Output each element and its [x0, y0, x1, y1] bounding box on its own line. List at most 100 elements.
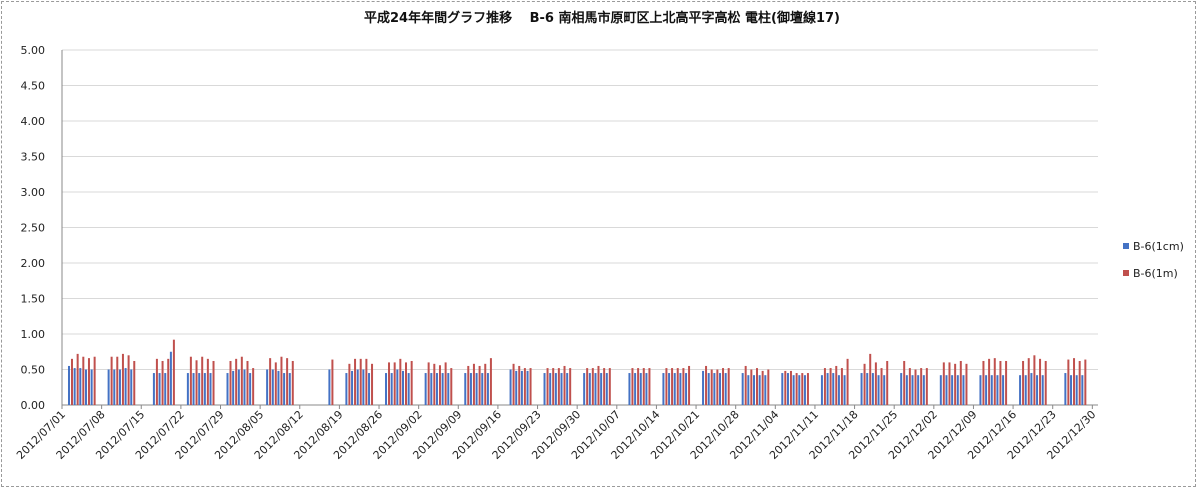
bar-1cm: [1036, 375, 1039, 405]
bar-1m: [642, 368, 645, 405]
bar-1m: [523, 368, 526, 405]
bar-1m: [959, 360, 962, 405]
bar-1cm: [962, 375, 965, 405]
bar-1cm: [1081, 375, 1084, 405]
bar-1m: [433, 363, 436, 405]
bar-1m: [274, 362, 277, 405]
bar-1m: [512, 363, 515, 405]
bar-1cm: [707, 373, 710, 405]
bar-1cm: [639, 373, 642, 405]
bar-1cm: [237, 369, 240, 405]
bar-1cm: [645, 373, 648, 405]
bar-1m: [648, 368, 651, 405]
bar-1m: [444, 362, 447, 405]
chart-title: 平成24年年間グラフ推移 B-6 南相馬市原町区上北高平字高松 電柱(御壇線17…: [364, 10, 840, 26]
bars-layer: [67, 339, 1087, 405]
bar-1cm: [113, 369, 116, 405]
bar-1cm: [956, 375, 959, 405]
bar-1cm: [719, 373, 722, 405]
bar-1m: [1005, 360, 1008, 405]
bar-1m: [76, 353, 79, 405]
bar-1cm: [1002, 375, 1005, 405]
bar-1cm: [866, 373, 869, 405]
bar-1cm: [905, 375, 908, 405]
x-axis-ticks: 2012/07/012012/07/082012/07/152012/07/22…: [14, 405, 1098, 462]
bar-1cm: [396, 369, 399, 405]
bar-1cm: [356, 369, 359, 405]
bar-1cm: [990, 375, 993, 405]
bar-1cm: [469, 373, 472, 405]
bar-1m: [631, 368, 634, 405]
bar-1m: [982, 360, 985, 405]
bar-1m: [82, 356, 85, 405]
bar-1m: [235, 358, 238, 405]
bar-1cm: [362, 369, 365, 405]
bar-1cm: [435, 373, 438, 405]
bar-1cm: [232, 370, 235, 405]
bar-1m: [880, 368, 883, 405]
bar-1m: [965, 363, 968, 405]
bar-1cm: [486, 373, 489, 405]
bar-1cm: [481, 373, 484, 405]
bar-1m: [874, 362, 877, 405]
bar-1cm: [860, 373, 863, 405]
bar-1m: [925, 368, 928, 405]
bar-1m: [489, 358, 492, 405]
bar-1m: [948, 362, 951, 405]
bar-1m: [999, 360, 1002, 405]
bar-1cm: [741, 373, 744, 405]
y-tick-label: 3.00: [21, 186, 46, 199]
bar-1cm: [871, 373, 874, 405]
bar-1m: [546, 368, 549, 405]
bar-1cm: [702, 370, 705, 405]
bar-1cm: [124, 368, 127, 405]
bar-1cm: [107, 369, 110, 405]
bar-1m: [688, 365, 691, 405]
y-axis-ticks: 0.00 0.50 1.00 1.50 2.00 2.50 3.00 3.50 4.00 4.50…: [21, 44, 46, 412]
bar-1m: [172, 339, 175, 405]
bar-1cm: [288, 373, 291, 405]
bar-1cm: [271, 369, 274, 405]
bar-1m: [93, 356, 96, 405]
bar-1m: [744, 365, 747, 405]
bar-1m: [286, 358, 289, 405]
bar-1cm: [1064, 373, 1067, 405]
bar-1cm: [152, 373, 155, 405]
bar-1m: [682, 368, 685, 405]
bar-1m: [1084, 359, 1087, 405]
bar-1cm: [679, 373, 682, 405]
bar-1m: [676, 368, 679, 405]
bar-1cm: [390, 373, 393, 405]
bar-1m: [557, 368, 560, 405]
bar-1m: [467, 365, 470, 405]
bar-1cm: [713, 373, 716, 405]
legend-swatch-1cm: [1123, 243, 1129, 249]
bar-1m: [1039, 358, 1042, 405]
bar-1cm: [803, 375, 806, 405]
bar-1m: [291, 360, 294, 405]
bar-1m: [331, 359, 334, 405]
bar-1cm: [724, 373, 727, 405]
bar-1cm: [634, 373, 637, 405]
bar-1cm: [475, 373, 478, 405]
bar-1cm: [1019, 375, 1022, 405]
y-tick-label: 2.00: [21, 257, 46, 270]
bar-1m: [1022, 360, 1025, 405]
bar-1m: [155, 358, 158, 405]
bar-1cm: [169, 351, 172, 405]
bar-1m: [269, 358, 272, 405]
bar-1cm: [798, 375, 801, 405]
bar-1cm: [1041, 375, 1044, 405]
bar-1m: [246, 360, 249, 405]
bar-1m: [472, 363, 475, 405]
bar-1m: [637, 368, 640, 405]
bar-1m: [806, 373, 809, 405]
bar-1cm: [752, 375, 755, 405]
bar-1m: [569, 368, 572, 405]
bar-1cm: [951, 375, 954, 405]
bar-1m: [586, 368, 589, 405]
bar-1cm: [277, 370, 280, 405]
bar-1cm: [164, 373, 167, 405]
bar-1cm: [209, 373, 212, 405]
